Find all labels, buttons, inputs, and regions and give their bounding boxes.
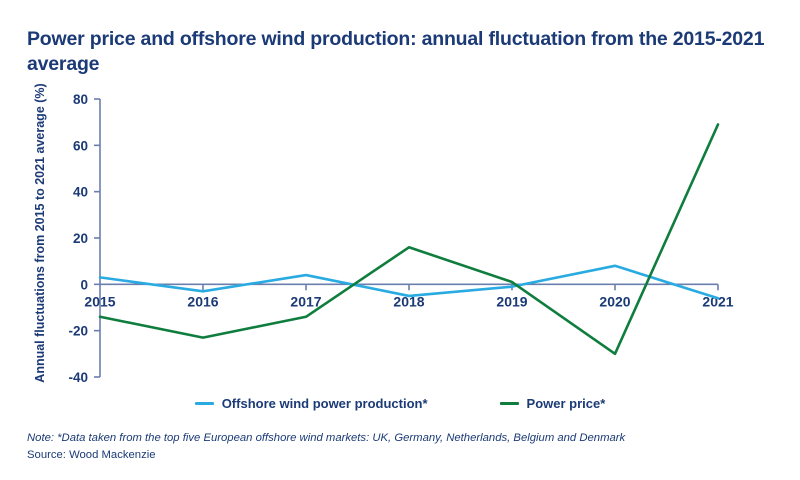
legend-swatch-wind — [194, 402, 214, 405]
series-line-wind — [98, 264, 720, 300]
legend-item-wind[interactable]: Offshore wind power production* — [194, 396, 428, 411]
x-tick-label: 2018 — [393, 293, 424, 309]
x-tick-label: 2019 — [496, 293, 527, 309]
x-tick-label: 2021 — [702, 293, 733, 309]
footnotes: Note: *Data taken from the top five Euro… — [27, 430, 772, 464]
chart-plot-area: Annual fluctuations from 2015 to 2021 av… — [0, 83, 800, 386]
y-tick-label: 0 — [80, 277, 88, 292]
x-tick-label: 2017 — [290, 293, 321, 309]
legend-item-price[interactable]: Power price* — [499, 396, 606, 411]
legend-swatch-price — [499, 402, 519, 405]
y-tick-label: -40 — [68, 370, 88, 385]
y-tick-label: 60 — [73, 138, 88, 153]
page-title: Power price and offshore wind production… — [27, 28, 765, 75]
y-axis-label: Annual fluctuations from 2015 to 2021 av… — [33, 83, 47, 383]
x-tick-label: 2020 — [599, 293, 630, 309]
line-chart: -40 -20 0 20 40 60 80 2015 2016 2017 2018 2019 2020 2… — [68, 92, 733, 385]
legend-label-price: Power price* — [526, 396, 606, 411]
y-tick-label: 80 — [73, 92, 88, 107]
chart-legend: Offshore wind power production* Power pr… — [0, 396, 800, 411]
y-tick-label: -20 — [68, 324, 88, 339]
legend-label-wind: Offshore wind power production* — [221, 396, 428, 411]
x-tick-label: 2015 — [84, 293, 115, 309]
series-line-price — [98, 123, 720, 356]
source-text: Source: Wood Mackenzie — [27, 449, 156, 461]
y-tick-label: 20 — [73, 231, 88, 246]
y-tick-label: 40 — [73, 185, 88, 200]
x-tick-label: 2016 — [187, 293, 218, 309]
note-text: Note: *Data taken from the top five Euro… — [27, 432, 626, 444]
